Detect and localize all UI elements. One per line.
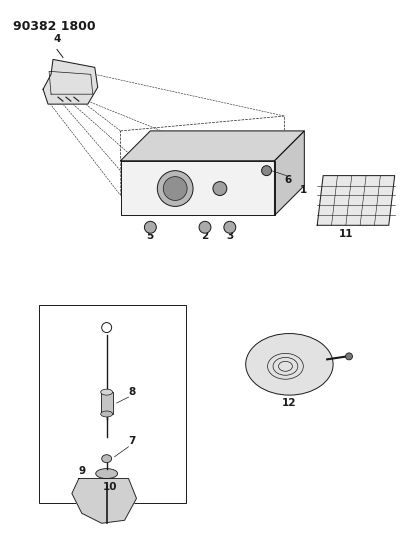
Bar <box>39 305 186 503</box>
Text: 11: 11 <box>339 229 354 239</box>
Text: 8: 8 <box>129 387 136 397</box>
Text: 10: 10 <box>103 482 117 492</box>
Text: 7: 7 <box>129 436 136 446</box>
Ellipse shape <box>96 469 118 479</box>
Circle shape <box>163 176 187 200</box>
Polygon shape <box>43 59 98 104</box>
Text: 9: 9 <box>79 466 86 475</box>
Polygon shape <box>317 176 395 225</box>
Text: 1: 1 <box>299 184 306 195</box>
Text: 6: 6 <box>284 175 292 184</box>
Text: 2: 2 <box>201 231 208 241</box>
Text: 90382 1800: 90382 1800 <box>13 20 96 33</box>
Circle shape <box>199 221 211 233</box>
Circle shape <box>213 182 227 196</box>
Polygon shape <box>274 131 304 215</box>
Circle shape <box>346 353 352 360</box>
Circle shape <box>158 171 193 206</box>
Polygon shape <box>120 131 304 161</box>
Bar <box>101 392 113 414</box>
Ellipse shape <box>246 334 333 395</box>
Circle shape <box>102 322 112 333</box>
Ellipse shape <box>102 455 112 463</box>
Ellipse shape <box>101 389 113 395</box>
Circle shape <box>262 166 271 176</box>
Circle shape <box>144 221 156 233</box>
Text: 4: 4 <box>53 34 61 44</box>
Circle shape <box>224 221 236 233</box>
Ellipse shape <box>101 411 113 417</box>
Text: 12: 12 <box>282 398 296 408</box>
Polygon shape <box>72 479 136 523</box>
Text: 5: 5 <box>147 231 153 241</box>
Text: 3: 3 <box>226 231 233 241</box>
Polygon shape <box>120 161 274 215</box>
